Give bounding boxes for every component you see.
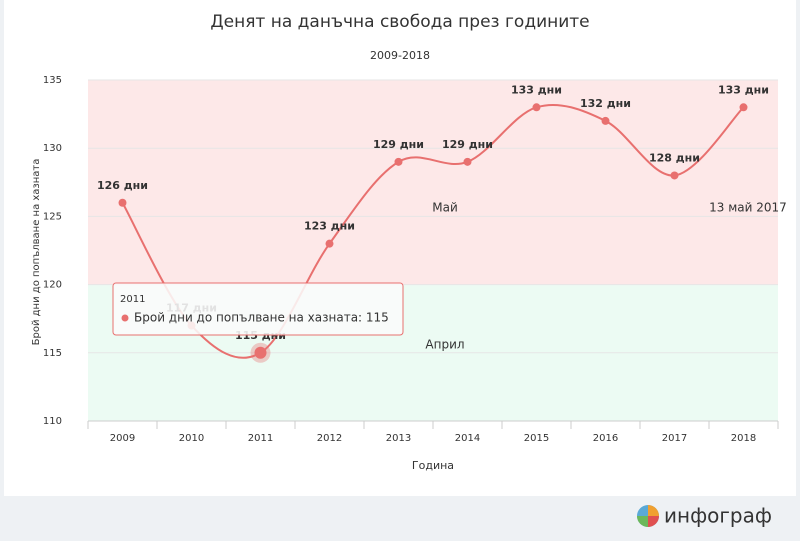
chart-title: Денят на данъчна свобода през годините bbox=[210, 12, 589, 32]
y-tick-label: 110 bbox=[43, 416, 62, 427]
tooltip-marker bbox=[121, 314, 129, 322]
y-axis-title: Брой дни до попълване на хазната bbox=[31, 159, 42, 346]
x-tick-label: 2018 bbox=[731, 433, 756, 444]
data-point bbox=[670, 171, 679, 180]
y-tick-label: 125 bbox=[43, 211, 62, 222]
x-axis-title: Година bbox=[412, 459, 454, 472]
tooltip-title: 2011 bbox=[120, 294, 145, 305]
y-tick-label: 115 bbox=[43, 348, 62, 359]
data-point bbox=[118, 198, 127, 207]
tooltip-box bbox=[112, 282, 404, 336]
annotation: Май bbox=[432, 201, 458, 215]
data-label: 128 дни bbox=[649, 151, 700, 164]
x-tick-label: 2015 bbox=[524, 433, 549, 444]
logo-icon-part bbox=[648, 516, 659, 527]
tooltip-text: Брой дни до попълване на хазната: 115 bbox=[134, 311, 389, 325]
data-label: 129 дни bbox=[442, 138, 493, 151]
annotation: 13 май 2017 bbox=[709, 201, 787, 215]
data-point bbox=[532, 103, 541, 112]
data-point bbox=[601, 116, 610, 125]
logo-icon-part bbox=[637, 516, 648, 527]
series-line bbox=[121, 103, 745, 359]
data-point bbox=[394, 157, 403, 166]
series bbox=[118, 103, 748, 359]
data-label: 126 дни bbox=[97, 179, 148, 192]
y-tick-label: 135 bbox=[43, 75, 62, 86]
y-tick-label: 120 bbox=[43, 280, 62, 291]
grid: 110 115 120 125 130 135 2009 2010 2011 2012 2013 20… bbox=[43, 75, 779, 444]
logo-text: инфограф bbox=[664, 504, 772, 528]
logo-icon-part bbox=[648, 505, 659, 516]
data-label: 132 дни bbox=[580, 97, 631, 110]
data-label: 123 дни bbox=[304, 220, 355, 233]
x-tick-label: 2009 bbox=[110, 433, 135, 444]
x-tick-label: 2014 bbox=[455, 433, 480, 444]
x-tick-label: 2012 bbox=[317, 433, 342, 444]
x-tick-label: 2011 bbox=[248, 433, 273, 444]
annotation: Април bbox=[425, 338, 464, 352]
data-label: 129 дни bbox=[373, 138, 424, 151]
bands bbox=[88, 80, 778, 421]
x-tick-label: 2013 bbox=[386, 433, 411, 444]
x-tick-label: 2017 bbox=[662, 433, 687, 444]
chart-subtitle: 2009-2018 bbox=[370, 49, 430, 62]
data-label: 133 дни bbox=[718, 83, 769, 96]
y-tick-label: 130 bbox=[43, 143, 62, 154]
hover-point bbox=[254, 346, 267, 359]
plot-band bbox=[88, 80, 778, 285]
data-point bbox=[463, 157, 472, 166]
x-tick-label: 2010 bbox=[179, 433, 204, 444]
x-tick-label: 2016 bbox=[593, 433, 618, 444]
data-point bbox=[325, 239, 334, 248]
data-point bbox=[739, 103, 748, 112]
data-label: 133 дни bbox=[511, 83, 562, 96]
